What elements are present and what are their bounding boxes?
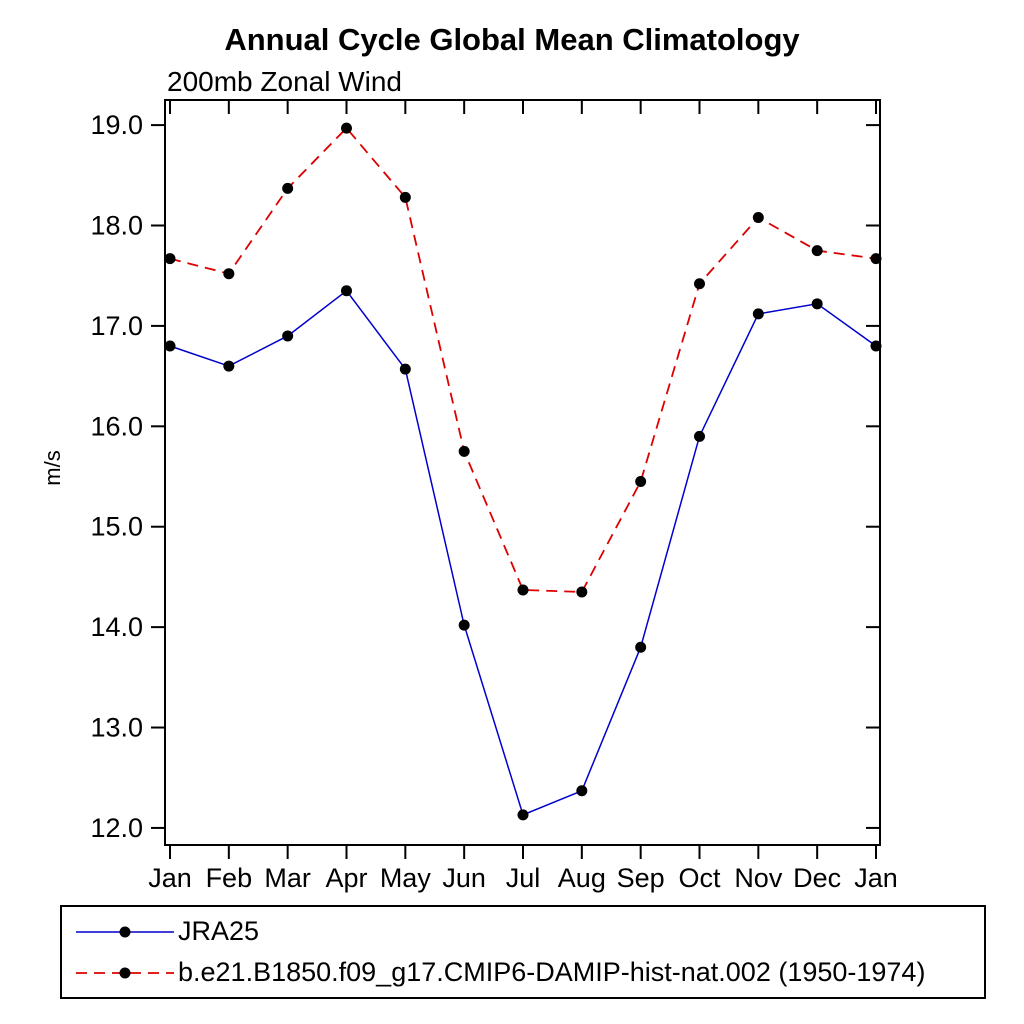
y-tick-label: 18.0	[90, 211, 143, 241]
series-line-0	[169, 289, 877, 816]
x-tick-label: Oct	[678, 863, 721, 893]
x-tick-label: Jan	[854, 863, 898, 893]
data-point-marker	[399, 191, 411, 203]
legend-item-jra25: JRA25	[74, 916, 978, 947]
chart-subtitle: 200mb Zonal Wind	[167, 66, 403, 97]
data-point-marker	[282, 182, 294, 194]
data-point-marker	[694, 278, 705, 290]
legend-line-sample-solid	[76, 926, 174, 937]
x-tick-label: Dec	[793, 863, 841, 893]
data-point-marker	[223, 268, 235, 280]
data-point-marker	[752, 211, 764, 223]
data-point-marker	[870, 253, 882, 265]
series-line-1	[169, 126, 877, 593]
data-point-marker	[458, 445, 470, 457]
legend-box: JRA25 b.e21.B1850.f09_g17.CMIP6-DAMIP-hi…	[60, 905, 986, 999]
x-tick-label: Feb	[206, 863, 253, 893]
data-point-marker	[223, 360, 235, 372]
data-point-marker	[811, 245, 823, 257]
data-point-marker	[164, 340, 176, 352]
y-tick-label: 17.0	[90, 311, 143, 341]
data-point-marker	[576, 586, 588, 598]
y-tick-label: 14.0	[90, 612, 143, 642]
x-tick-label: Jan	[148, 863, 192, 893]
legend-item-model: b.e21.B1850.f09_g17.CMIP6-DAMIP-hist-nat…	[74, 957, 978, 988]
x-tick-label: Aug	[558, 863, 606, 893]
legend-label: b.e21.B1850.f09_g17.CMIP6-DAMIP-hist-nat…	[178, 957, 926, 987]
x-tick-label: Jun	[442, 863, 486, 893]
data-point-marker	[341, 285, 352, 297]
x-tick-label: Apr	[325, 863, 367, 893]
data-point-marker	[164, 253, 176, 265]
data-point-marker	[399, 363, 411, 375]
y-tick-label: 15.0	[90, 512, 143, 542]
data-point-marker	[635, 476, 647, 488]
data-point-marker	[694, 430, 705, 442]
x-tick-label: May	[380, 863, 432, 893]
legend-marker	[119, 926, 131, 937]
data-point-marker	[517, 584, 529, 596]
x-tick-label: Sep	[617, 863, 665, 893]
data-point-marker	[517, 809, 529, 821]
data-point-marker	[576, 785, 588, 797]
y-tick-label: 13.0	[90, 713, 143, 743]
legend-line-sample-dashed	[76, 967, 174, 978]
data-point-marker	[458, 619, 470, 631]
legend-marker	[119, 967, 131, 978]
data-point-marker	[635, 641, 647, 653]
y-tick-label: 16.0	[90, 411, 143, 441]
x-tick-label: Jul	[506, 863, 541, 893]
x-tick-label: Nov	[734, 863, 783, 893]
data-point-marker	[870, 340, 882, 352]
chart-title: Annual Cycle Global Mean Climatology	[224, 22, 800, 57]
x-tick-label: Mar	[264, 863, 311, 893]
legend-label: JRA25	[178, 916, 260, 946]
data-point-marker	[811, 298, 823, 310]
y-tick-label: 19.0	[90, 110, 143, 140]
data-point-marker	[752, 308, 764, 320]
data-point-marker	[282, 330, 294, 342]
y-tick-label: 12.0	[90, 813, 143, 843]
data-point-marker	[341, 122, 352, 134]
